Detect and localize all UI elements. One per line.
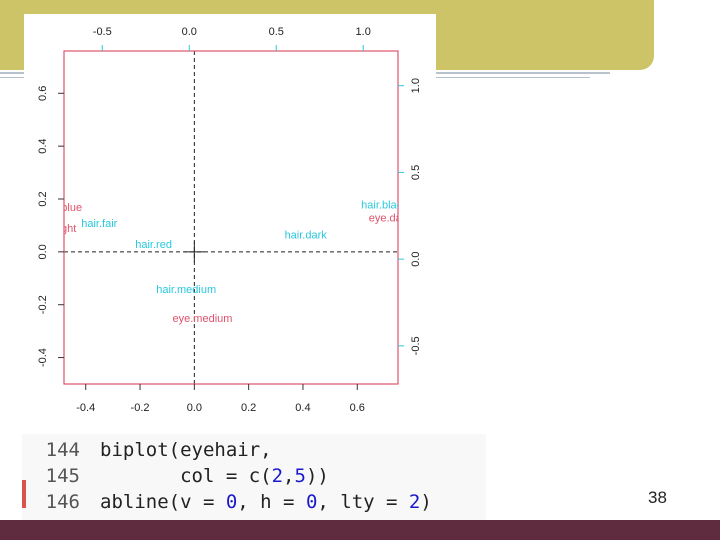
code-number: 2 bbox=[271, 465, 284, 487]
right-axis-tick-label: 1.0 bbox=[410, 78, 422, 93]
left-axis-tick-label: 0.6 bbox=[37, 86, 49, 101]
point-label: hair.medium bbox=[156, 284, 216, 296]
left-axis-tick-label: 0.2 bbox=[37, 191, 49, 206]
bottom-axis-tick-label: -0.2 bbox=[131, 402, 150, 414]
code-segment: )) bbox=[305, 465, 329, 487]
page-number: 38 bbox=[648, 488, 667, 507]
right-axis-tick-label: -0.5 bbox=[410, 336, 422, 355]
top-axis-tick-label: 0.0 bbox=[182, 26, 197, 38]
line-number: 145 bbox=[45, 465, 80, 487]
top-axis-tick-label: 0.5 bbox=[269, 26, 284, 38]
code-line: 145 col = c(2,5)) bbox=[22, 463, 329, 489]
code-segment: , h = bbox=[237, 491, 306, 513]
line-number: 144 bbox=[45, 439, 80, 461]
biplot-panel: -0.4 -0.2 0.0 0.2 0.4 0.6 -0.4 -0.2 0.0 0.2 0.4 0.6… bbox=[24, 14, 436, 432]
left-axis-tick-label: 0.0 bbox=[37, 244, 49, 259]
left-axis-tick-label: -0.4 bbox=[37, 348, 49, 367]
point-label: eye.medium bbox=[173, 313, 233, 325]
point-label: hair.dark bbox=[285, 230, 328, 242]
bottom-axis-tick-label: 0.6 bbox=[350, 402, 365, 414]
code-segment: , bbox=[283, 465, 295, 487]
top-axis-tick-label: 1.0 bbox=[356, 26, 371, 38]
code-segment: , lty = bbox=[317, 491, 409, 513]
code-number: 0 bbox=[225, 491, 238, 513]
code-marker bbox=[22, 480, 26, 508]
point-label: eye.light bbox=[35, 223, 76, 235]
line-number: 146 bbox=[45, 491, 80, 513]
code-segment: ) bbox=[420, 491, 432, 513]
code-number: 5 bbox=[294, 465, 306, 487]
right-axis-tick-label: 0.0 bbox=[410, 251, 422, 266]
left-axis-tick-label: -0.2 bbox=[37, 295, 49, 314]
point-label: hair.red bbox=[135, 239, 172, 251]
code-segment: abline(v = bbox=[100, 491, 226, 513]
point-label: eye.dark bbox=[369, 213, 412, 225]
code-line: 144 biplot(eyehair, bbox=[22, 437, 272, 463]
point-label: hair.fair bbox=[81, 218, 117, 230]
code-text: biplot(eyehair, bbox=[80, 439, 272, 461]
biplot-chart: -0.4 -0.2 0.0 0.2 0.4 0.6 -0.4 -0.2 0.0 0.2 0.4 0.6… bbox=[35, 26, 422, 414]
bottom-axis-tick-label: 0.2 bbox=[241, 402, 256, 414]
bottom-axis-tick-label: 0.4 bbox=[295, 402, 310, 414]
code-segment: col = c( bbox=[100, 465, 272, 487]
code-text: abline(v = 0, h = 0, lty = 2) bbox=[80, 491, 432, 513]
left-axis-tick-label: 0.4 bbox=[37, 138, 49, 153]
plot-frame bbox=[63, 50, 399, 385]
code-number: 2 bbox=[408, 491, 421, 513]
point-label: eye.blue bbox=[40, 202, 82, 214]
code-text: col = c(2,5)) bbox=[80, 465, 329, 487]
code-number: 0 bbox=[305, 491, 318, 513]
code-segment: biplot(eyehair, bbox=[100, 439, 272, 461]
top-axis-tick-label: -0.5 bbox=[93, 26, 112, 38]
right-axis-tick-label: 0.5 bbox=[410, 165, 422, 180]
bottom-axis-tick-label: 0.0 bbox=[187, 402, 202, 414]
point-label: hair.black bbox=[361, 199, 408, 211]
slide-footer-bar bbox=[0, 520, 720, 540]
code-line: 146 abline(v = 0, h = 0, lty = 2) bbox=[22, 489, 432, 515]
code-panel: 144 biplot(eyehair, 145 col = c(2,5)) 146 ab… bbox=[22, 434, 486, 520]
bottom-axis-tick-label: -0.4 bbox=[76, 402, 95, 414]
